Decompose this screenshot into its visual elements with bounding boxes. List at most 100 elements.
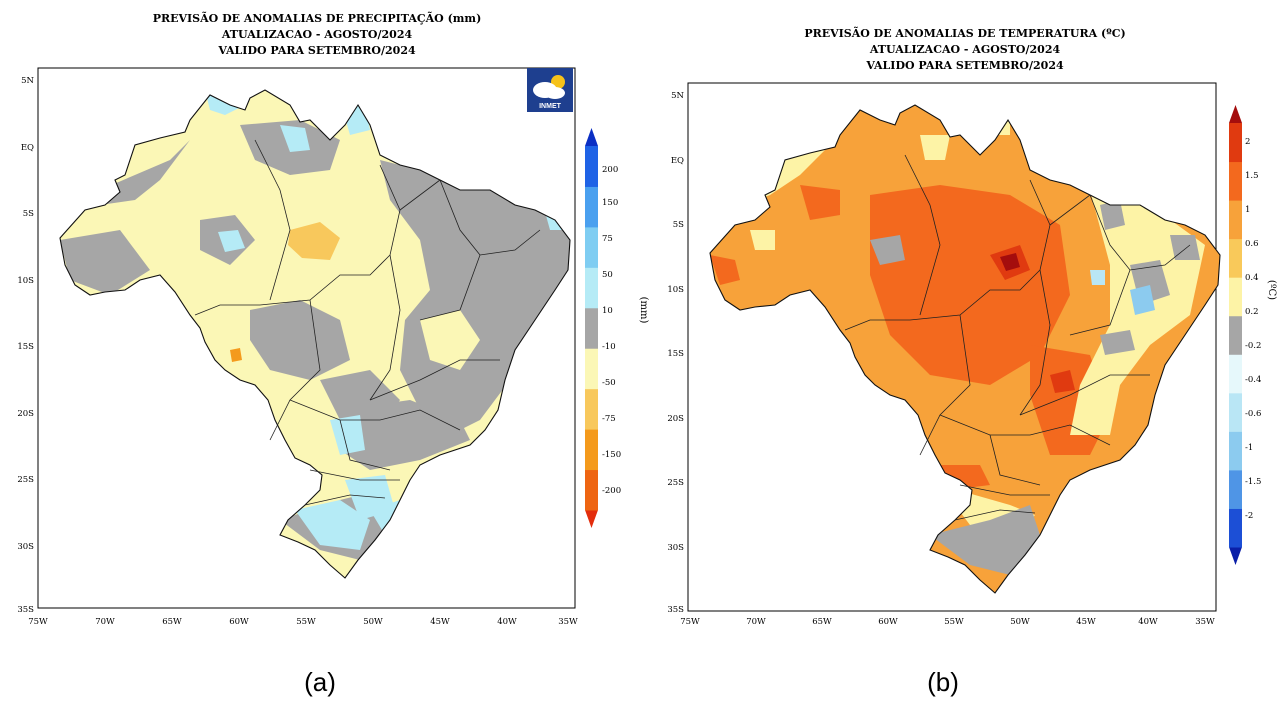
colorbar-tick-label: 1	[1245, 205, 1250, 215]
panel-b-colorbar: (ºC) 2 1.5 1 0.6 0.4 0.2 -0.2 -0.4 -0.6 …	[1229, 105, 1277, 565]
lat-tick-label: 30S	[667, 543, 684, 553]
colorbar-swatch	[1229, 469, 1242, 509]
panel-a-title-line-3: VALIDO PARA SETEMBRO/2024	[217, 44, 416, 57]
colorbar-top-arrow	[1229, 105, 1242, 123]
lon-tick-label: 40W	[497, 617, 517, 627]
lat-tick-label: 35S	[17, 605, 34, 615]
colorbar-tick-label: -0.2	[1245, 341, 1261, 351]
precipitation-panel: PREVISÃO DE ANOMALIAS DE PRECIPITAÇÃO (m…	[17, 11, 649, 697]
lat-tick-label: 15S	[17, 342, 34, 352]
lon-tick-label: 50W	[363, 617, 383, 627]
inmet-logo-text: INMET	[539, 103, 562, 110]
colorbar-swatch	[585, 146, 598, 187]
colorbar-swatch	[1229, 123, 1242, 163]
colorbar-swatch	[1229, 200, 1242, 240]
panel-a-title-line-1: PREVISÃO DE ANOMALIAS DE PRECIPITAÇÃO (m…	[153, 11, 482, 25]
lat-tick-label: 20S	[667, 414, 684, 424]
lat-tick-label: 10S	[667, 285, 684, 295]
lat-tick-label: 15S	[667, 349, 684, 359]
colorbar-tick-label: 10	[602, 306, 613, 316]
panel-b-title-line-1: PREVISÃO DE ANOMALIAS DE TEMPERATURA (ºC…	[804, 26, 1125, 40]
colorbar-swatch	[585, 348, 598, 390]
lat-tick-label: 5N	[21, 76, 34, 86]
panel-b-lon-ticks: 75W 70W 65W 60W 55W 50W 45W 40W 35W	[680, 617, 1215, 627]
panel-b-state-borders	[844, 154, 1191, 521]
lat-tick-label: 5S	[673, 220, 684, 230]
lon-tick-label: 65W	[162, 617, 182, 627]
colorbar-tick-label: 0.2	[1245, 307, 1259, 317]
colorbar-swatch	[585, 267, 598, 309]
colorbar-tick-label: 50	[602, 270, 613, 280]
panel-b-lat-ticks: 5N EQ 5S 10S 15S 20S 25S 30S 35S	[667, 91, 684, 615]
panel-a-colorbar: (mm) 200 150 75 50 10 -10 -50 -75 -150 -…	[585, 128, 649, 528]
lat-tick-label: EQ	[21, 143, 34, 153]
colorbar-swatch	[1229, 315, 1242, 355]
colorbar-tick-label: 75	[602, 234, 613, 244]
lat-tick-label: 30S	[17, 542, 34, 552]
lat-tick-label: 20S	[17, 409, 34, 419]
lon-tick-label: 75W	[28, 617, 48, 627]
colorbar-tick-label: -1	[1245, 443, 1253, 453]
colorbar-bottom-arrow	[585, 510, 598, 528]
lon-tick-label: 35W	[1195, 617, 1215, 627]
colorbar-swatch	[585, 307, 598, 349]
colorbar-swatch	[1229, 277, 1242, 317]
colorbar-swatch	[585, 226, 598, 268]
lon-tick-label: 35W	[558, 617, 578, 627]
colorbar-swatch	[1229, 508, 1242, 548]
panel-b-title-line-2: ATUALIZACAO - AGOSTO/2024	[869, 43, 1061, 56]
colorbar-swatch	[1229, 161, 1242, 201]
colorbar-swatch	[1229, 354, 1242, 394]
inmet-logo: INMET	[527, 68, 573, 112]
temperature-panel: PREVISÃO DE ANOMALIAS DE TEMPERATURA (ºC…	[667, 26, 1277, 697]
panel-a-colorbar-unit: (mm)	[638, 297, 649, 324]
lon-tick-label: 55W	[296, 617, 316, 627]
colorbar-tick-label: 200	[602, 165, 618, 175]
colorbar-tick-label: -2	[1245, 511, 1253, 521]
colorbar-tick-label: -200	[602, 486, 621, 496]
colorbar-tick-label: -150	[602, 450, 621, 460]
colorbar-tick-label: -50	[602, 378, 616, 388]
colorbar-tick-label: 150	[602, 198, 618, 208]
lat-tick-label: 25S	[17, 475, 34, 485]
lat-tick-label: 5N	[671, 91, 684, 101]
lon-tick-label: 45W	[430, 617, 450, 627]
panel-a-lat-ticks: 5N EQ 5S 10S 15S 20S 25S 30S 35S	[17, 76, 34, 615]
lon-tick-label: 70W	[746, 617, 766, 627]
colorbar-tick-label: -0.6	[1245, 409, 1261, 419]
panel-b-caption: (b)	[927, 667, 959, 697]
colorbar-tick-label: -75	[602, 414, 616, 424]
lat-tick-label: 5S	[23, 209, 34, 219]
colorbar-bottom-arrow	[1229, 547, 1242, 565]
lon-tick-label: 60W	[229, 617, 249, 627]
colorbar-tick-label: 0.4	[1245, 273, 1259, 283]
lon-tick-label: 60W	[878, 617, 898, 627]
colorbar-tick-label: 1.5	[1245, 171, 1259, 181]
panel-a-title-line-2: ATUALIZACAO - AGOSTO/2024	[221, 28, 413, 41]
lat-tick-label: 35S	[667, 605, 684, 615]
panel-a-lon-ticks: 75W 70W 65W 60W 55W 50W 45W 40W 35W	[28, 617, 578, 627]
lon-tick-label: 65W	[812, 617, 832, 627]
colorbar-swatch	[585, 388, 598, 430]
panel-b-title-line-3: VALIDO PARA SETEMBRO/2024	[865, 59, 1064, 72]
lon-tick-label: 75W	[680, 617, 700, 627]
colorbar-tick-label: 2	[1245, 137, 1250, 147]
panel-a-colorbar-labels: 200 150 75 50 10 -10 -50 -75 -150 -200	[602, 165, 621, 496]
colorbar-tick-label: -10	[602, 342, 616, 352]
lon-tick-label: 70W	[95, 617, 115, 627]
panel-a-state-borders	[194, 139, 541, 506]
colorbar-tick-label: -0.4	[1245, 375, 1261, 385]
lat-tick-label: 25S	[667, 478, 684, 488]
panel-a-caption: (a)	[304, 667, 336, 697]
lat-tick-label: 10S	[17, 276, 34, 286]
colorbar-swatch	[585, 469, 598, 511]
colorbar-swatch	[1229, 392, 1242, 432]
lon-tick-label: 55W	[944, 617, 964, 627]
lon-tick-label: 50W	[1010, 617, 1030, 627]
colorbar-tick-label: 0.6	[1245, 239, 1259, 249]
lon-tick-label: 40W	[1138, 617, 1158, 627]
colorbar-top-arrow	[585, 128, 598, 146]
panel-b-colorbar-unit: (ºC)	[1266, 280, 1277, 300]
colorbar-swatch	[585, 429, 598, 471]
